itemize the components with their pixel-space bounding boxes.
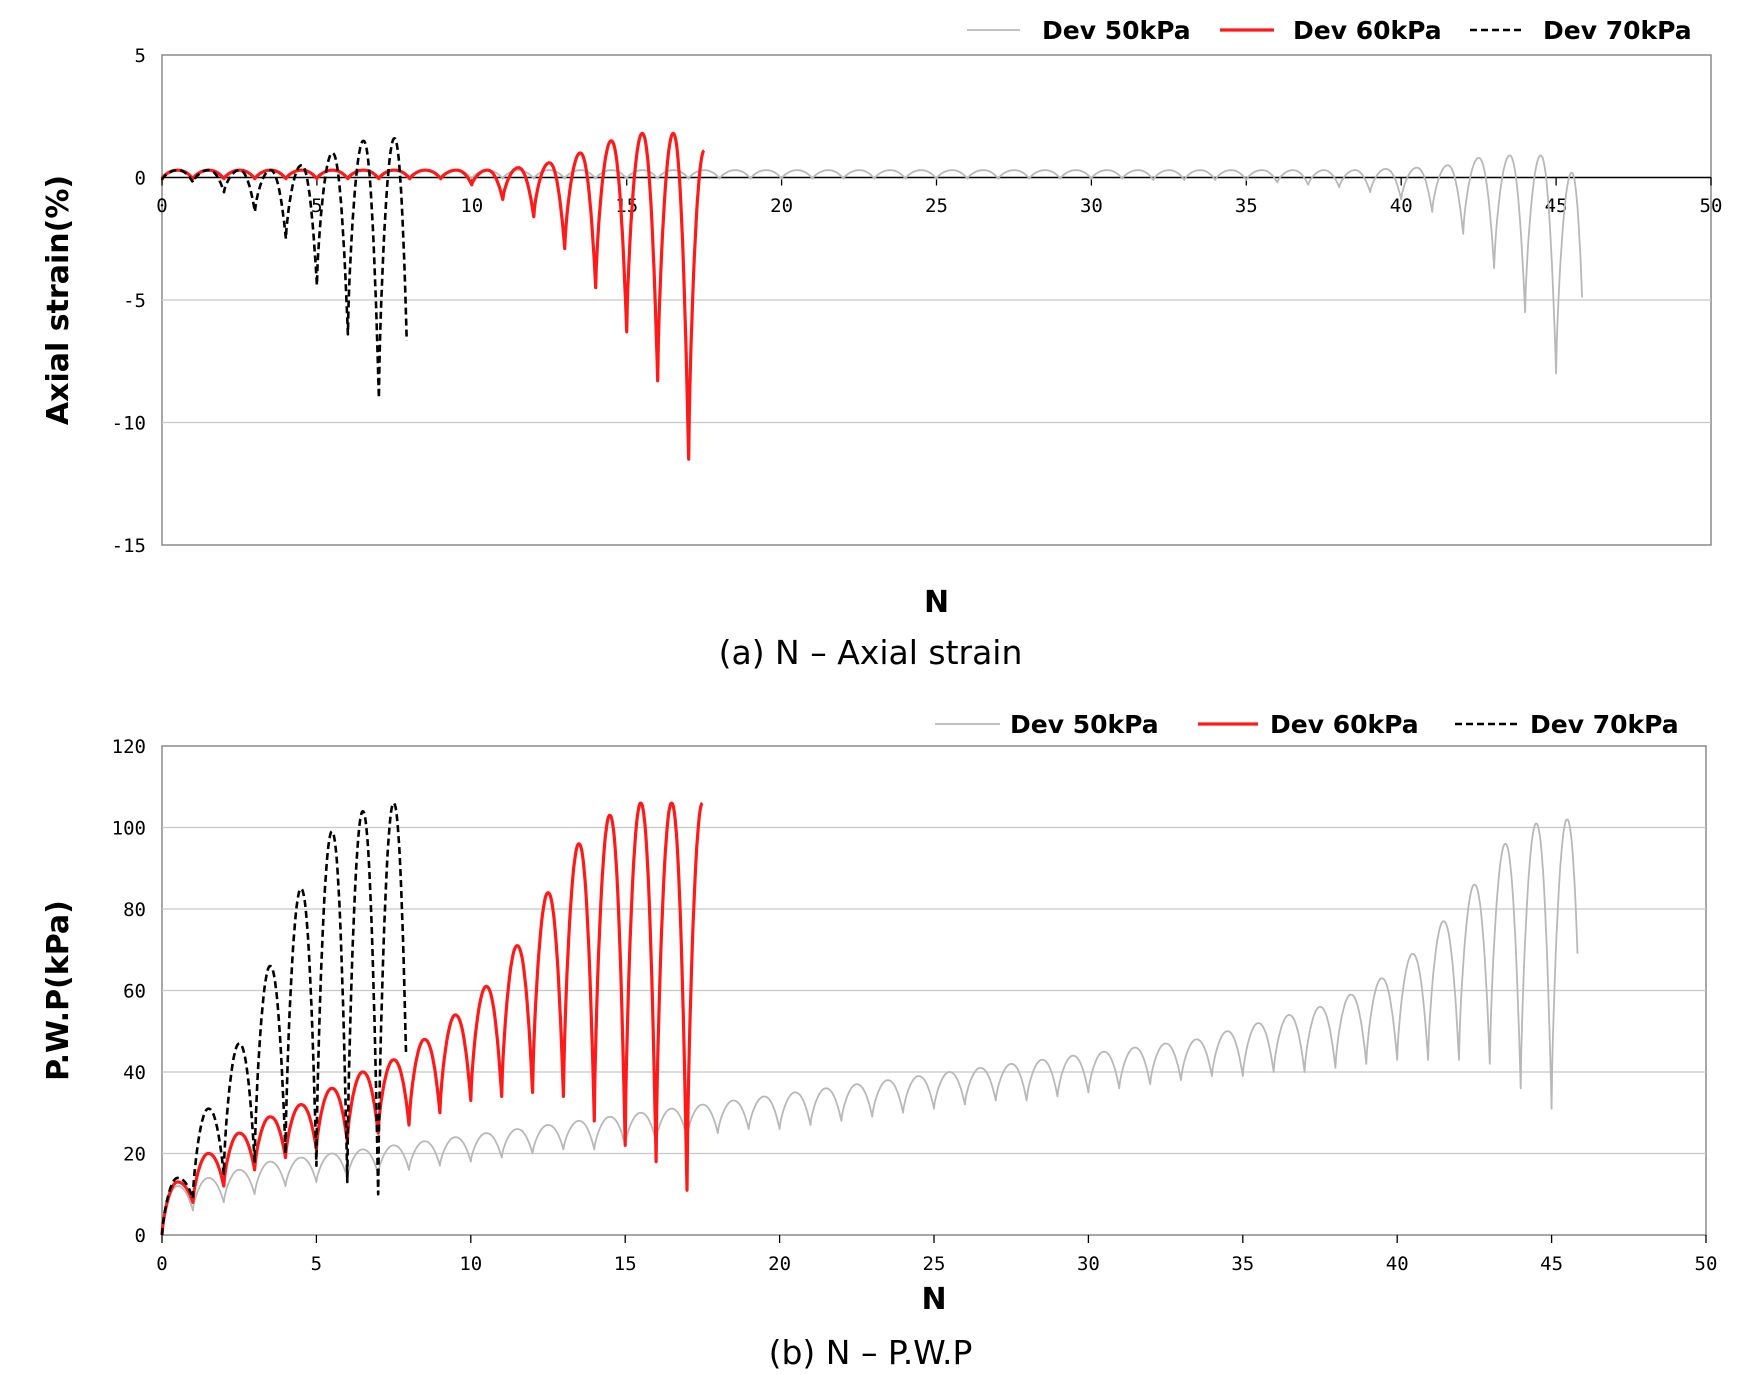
x-tick-label: 20 — [770, 195, 793, 217]
x-tick-label: 10 — [459, 1253, 482, 1275]
x-tick-label: 0 — [156, 195, 167, 217]
x-tick-label: 20 — [768, 1253, 791, 1275]
legend-label: Dev 60kPa — [1270, 710, 1419, 739]
series-line-dev-70kpa — [160, 137, 408, 400]
x-tick-label: 50 — [1700, 195, 1723, 217]
x-tick-label: 10 — [460, 195, 483, 217]
series-line-dev-60kpa — [160, 801, 704, 1236]
series-line-dev-50kpa — [161, 818, 1579, 1236]
legend-label: Dev 50kPa — [1010, 710, 1159, 739]
x-tick-label: 35 — [1231, 1253, 1254, 1275]
x-tick-label: 45 — [1540, 1253, 1563, 1275]
x-tick-label: 50 — [1695, 1253, 1718, 1275]
x-tick-label: 25 — [925, 195, 948, 217]
y-tick-label: 100 — [112, 818, 146, 840]
y-axis-title: P.W.P(kPa) — [41, 900, 76, 1081]
panel-pwp: 120 100 80 60 40 20 0 0 5 10 15 20 25 30 35 40 45 50 N P.W.… — [0, 690, 1741, 1375]
x-tick-label: 0 — [156, 1253, 167, 1275]
y-tick-label: 20 — [123, 1144, 146, 1166]
x-axis-title: N — [924, 585, 949, 620]
pwp-chart: 120 100 80 60 40 20 00 5 10 15 20 25 30 35 40 45 50 N P.W.… — [41, 710, 1718, 1317]
x-tick-label: 5 — [311, 1253, 322, 1275]
x-tick-label: 35 — [1235, 195, 1258, 217]
series-line-dev-60kpa — [160, 131, 706, 461]
x-tick-label: 45 — [1545, 195, 1568, 217]
y-tick-label: 5 — [135, 45, 146, 67]
legend-label: Dev 60kPa — [1293, 16, 1442, 45]
legend-label: Dev 50kPa — [1042, 16, 1191, 45]
x-tick-label: 15 — [614, 1253, 637, 1275]
panel-axial-strain: 5 0 -5 -10 -15 0 5 10 15 20 25 30 35 40 45 50 N Axial str… — [41, 16, 1723, 672]
y-tick-label: 0 — [135, 168, 146, 190]
x-tick-label: 30 — [1080, 195, 1103, 217]
x-tick-label: 30 — [1077, 1253, 1100, 1275]
x-tick-label: 40 — [1390, 195, 1413, 217]
x-axis-title: N — [921, 1282, 946, 1317]
y-axis-title: Axial strain(%) — [41, 175, 76, 425]
series-line-dev-70kpa — [160, 801, 408, 1236]
y-tick-label: -15 — [112, 535, 146, 557]
y-tick-label: -5 — [123, 290, 146, 312]
y-tick-label: 0 — [135, 1225, 146, 1247]
x-tick-label: 25 — [923, 1253, 946, 1275]
y-tick-label: -10 — [112, 413, 146, 435]
x-tick-label: 5 — [311, 195, 322, 217]
y-tick-label: 120 — [112, 736, 146, 758]
y-tick-label: 80 — [123, 899, 146, 921]
caption-pwp: (b) N – P.W.P — [768, 1333, 973, 1372]
legend-label: Dev 70kPa — [1530, 710, 1679, 739]
legend-label: Dev 70kPa — [1543, 16, 1692, 45]
caption-axial-strain: (a) N – Axial strain — [718, 633, 1023, 672]
x-tick-label: 40 — [1386, 1253, 1409, 1275]
y-tick-label: 60 — [123, 981, 146, 1003]
y-tick-label: 40 — [123, 1062, 146, 1084]
